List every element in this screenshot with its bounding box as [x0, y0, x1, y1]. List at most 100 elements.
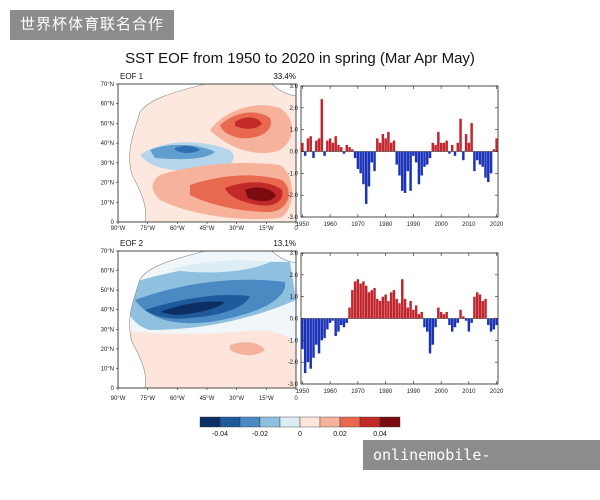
pc-bar — [478, 294, 482, 319]
pc-bar — [337, 144, 340, 152]
pc-xtick-label: 1990 — [407, 222, 421, 228]
pc-xtick-label: 2000 — [434, 222, 448, 228]
map-lat-label: 30°N — [101, 327, 114, 333]
colorbar-swatch — [199, 416, 221, 428]
pc-xtick-label: 2010 — [462, 389, 476, 395]
pc-bar — [428, 151, 432, 159]
pc-bar — [326, 318, 329, 330]
pc-bar — [367, 292, 371, 319]
pc-bar — [378, 301, 382, 319]
pc-bar — [364, 151, 368, 204]
pc-bar — [370, 290, 373, 319]
pc-bar — [409, 301, 412, 319]
pc-bar — [398, 303, 401, 319]
map-lon-label: 15°W — [259, 396, 274, 402]
pc-bar — [392, 140, 396, 152]
pc-xtick-label: 1990 — [407, 389, 421, 395]
map-lon-label: 75°W — [140, 226, 155, 232]
pc-bar — [462, 316, 465, 319]
pc-bar — [348, 307, 351, 319]
pc-bar — [312, 318, 315, 358]
pc-bar — [362, 151, 365, 185]
colorbar-swatch — [359, 416, 381, 428]
pc-bar — [403, 151, 407, 193]
pc-bar — [306, 138, 310, 152]
map-lon-label: 90°W — [111, 226, 126, 232]
pc-bar — [489, 151, 493, 174]
colorbar-swatch — [319, 416, 341, 428]
pc-ytick-label: 3.0 — [290, 251, 299, 257]
pc-bar — [437, 131, 440, 152]
pc-bar — [384, 294, 387, 319]
map-lat-label: 70°N — [101, 249, 114, 255]
pc-xtick-label: 2020 — [490, 389, 504, 395]
map-lat-label: 20°N — [101, 347, 114, 353]
figure-canvas: EOF 1 33.4% EOF 2 13.1% 70°N 60°N 50°N 40°N… — [101, 72, 504, 438]
pc-bar — [445, 311, 448, 319]
pc-bar — [492, 318, 496, 330]
pc-bar — [362, 281, 365, 319]
map-lon-label: 45°W — [200, 226, 215, 232]
pc-bar — [450, 318, 454, 332]
map-eof1-variance: 33.4% — [273, 72, 296, 81]
pc-bar — [412, 309, 415, 319]
map-lat-label: 0 — [111, 386, 115, 392]
pc-bar — [356, 279, 360, 319]
pc-bar — [334, 136, 337, 152]
pc-bar — [426, 151, 429, 165]
pc-ytick-label: 1.0 — [290, 128, 299, 134]
pc-bar — [437, 307, 440, 319]
pc-bar — [381, 296, 385, 319]
pc-bar — [309, 136, 312, 152]
pc-xtick-label: 1960 — [323, 389, 337, 395]
pc-bar — [353, 151, 357, 159]
colorbar-tick-label: 0.04 — [373, 431, 387, 438]
pc-bar — [470, 318, 473, 323]
pc-bar — [328, 318, 332, 323]
pc-bar — [484, 298, 487, 319]
pc-bar — [453, 318, 457, 328]
pc-bar — [478, 151, 482, 165]
pc-bar — [481, 151, 484, 167]
map-lat-label: 60°N — [101, 102, 114, 108]
pc-bar — [353, 281, 357, 319]
pc-bar — [326, 140, 329, 152]
pc-bar — [373, 151, 376, 172]
pc-bar — [439, 311, 443, 319]
pc-bar — [442, 314, 446, 319]
pc-bar — [484, 151, 487, 178]
pc-bar — [473, 151, 476, 172]
pc-bar — [395, 298, 398, 319]
pc-bar — [470, 123, 473, 152]
colorbar-tick-label: -0.02 — [252, 431, 268, 438]
map-lon-label: 15°W — [259, 226, 274, 232]
pc-bar — [409, 151, 412, 191]
pc-bar — [442, 142, 446, 152]
pc-bar — [317, 318, 321, 354]
pc-xtick-label: 1970 — [351, 389, 365, 395]
map-lat-label: 60°N — [101, 269, 114, 275]
pc-ytick-label: -3.0 — [288, 215, 299, 221]
colorbar-tick-label: 0.02 — [333, 431, 347, 438]
pc-bar — [320, 318, 324, 341]
pc-bar — [351, 290, 354, 319]
pc-bar — [303, 318, 307, 374]
map-lon-label: 30°W — [229, 396, 244, 402]
pc-bar — [428, 318, 432, 354]
pc-bar — [367, 151, 371, 187]
pc-ytick-label: -2.0 — [288, 360, 299, 366]
pc-bar — [370, 151, 373, 163]
pc-bar — [389, 142, 393, 152]
map-lat-label: 10°N — [101, 200, 114, 206]
pc-xtick-label: 1980 — [379, 389, 393, 395]
map-eof1 — [117, 83, 297, 223]
colorbar-swatch — [279, 416, 301, 428]
pc-bar — [467, 142, 471, 152]
map-lat-label: 20°N — [101, 181, 114, 187]
pc-bar — [459, 118, 462, 152]
pc-bar — [328, 138, 332, 152]
pc-bar — [453, 151, 457, 156]
colorbar-tick-label: -0.04 — [212, 431, 228, 438]
map-lat-label: 10°N — [101, 366, 114, 372]
